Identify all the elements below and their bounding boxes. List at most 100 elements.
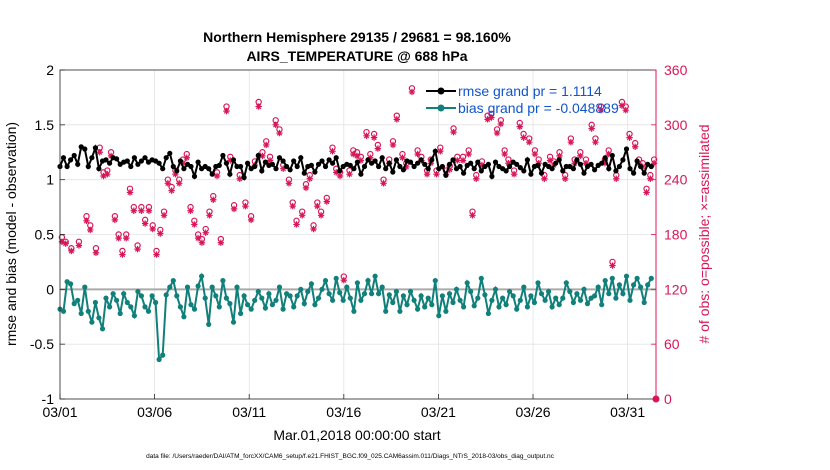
bias-data-point xyxy=(227,301,233,307)
bias-data-point xyxy=(312,302,318,308)
obs-assimilated-marker xyxy=(510,170,518,178)
bias-data-point xyxy=(78,310,84,317)
x-tick-label: 03/31 xyxy=(610,404,645,420)
obs-assimilated-marker xyxy=(609,262,616,269)
rmse-data-point xyxy=(439,163,445,170)
obs-assimilated-marker xyxy=(353,152,361,160)
obs-assimilated-marker xyxy=(123,234,130,242)
bias-data-point xyxy=(372,273,378,279)
y-right-tick-label: 300 xyxy=(664,117,688,133)
bias-data-point xyxy=(415,306,421,312)
rmse-data-point xyxy=(142,155,148,161)
obs-assimilated-marker xyxy=(592,138,599,146)
rmse-data-point xyxy=(354,159,360,165)
bias-data-point xyxy=(262,305,268,311)
bias-data-point xyxy=(468,288,474,295)
bias-data-point xyxy=(432,278,438,284)
obs-assimilated-marker xyxy=(317,212,325,219)
obs-assimilated-marker xyxy=(198,239,206,246)
bias-data-point xyxy=(68,281,74,287)
obs-assimilated-marker xyxy=(266,157,274,164)
bias-data-point xyxy=(149,293,155,299)
rmse-data-point xyxy=(333,155,339,161)
bias-data-point xyxy=(500,295,506,301)
bias-data-point xyxy=(429,302,435,308)
obs-assimilated-marker xyxy=(187,207,194,214)
obs-assimilated-marker xyxy=(323,198,330,205)
x-tick-label: 03/21 xyxy=(421,404,456,420)
y-left-tick-label: 1 xyxy=(46,172,54,188)
obs-assimilated-marker xyxy=(597,107,605,114)
rmse-data-point xyxy=(181,166,187,172)
bias-data-point xyxy=(400,293,406,299)
y-right-axis-ticks: 360 300 240 180 120 60 0 xyxy=(651,62,688,407)
obs-assimilated-marker xyxy=(83,217,90,224)
y-right-tick-label: 240 xyxy=(664,172,688,188)
obs-assimilated-marker xyxy=(567,138,575,146)
obs-assimilated-marker xyxy=(526,138,533,146)
bias-data-point xyxy=(238,310,244,317)
obs-assimilated-marker xyxy=(68,247,75,255)
bias-data-point xyxy=(294,293,300,299)
obs-assimilated-marker xyxy=(168,187,175,194)
rmse-data-point xyxy=(521,168,527,174)
rmse-data-point xyxy=(577,161,584,167)
bias-data-point xyxy=(365,278,371,284)
rmse-data-point xyxy=(468,160,474,166)
obs-assimilated-marker xyxy=(531,150,539,158)
bias-data-point xyxy=(340,297,346,303)
rmse-data-point xyxy=(634,158,640,164)
obs-assimilated-marker xyxy=(497,120,505,128)
bias-data-point xyxy=(326,291,332,297)
bias-data-point xyxy=(489,297,495,303)
obs-assimilated-marker xyxy=(134,245,141,253)
bias-data-point xyxy=(184,284,191,290)
bias-data-point xyxy=(570,299,577,306)
x-axis-ticks: 03/01 03/06 03/11 03/16 03/21 03/26 03/31 xyxy=(42,394,645,420)
rmse-data-point xyxy=(326,157,332,163)
bias-data-point xyxy=(99,326,106,332)
rmse-data-point xyxy=(89,155,95,161)
y-left-tick-label: 2 xyxy=(46,62,54,78)
rmse-data-point xyxy=(418,157,424,163)
rmse-data-point xyxy=(163,155,169,161)
bias-data-point xyxy=(199,273,205,279)
bias-data-point xyxy=(273,297,279,303)
rmse-data-point xyxy=(135,161,141,167)
bias-data-point xyxy=(436,313,442,319)
obs-assimilated-marker xyxy=(650,160,658,167)
rmse-data-point xyxy=(291,158,297,164)
rmse-data-point xyxy=(301,170,307,176)
rmse-data-point xyxy=(68,157,74,163)
bias-data-point xyxy=(330,297,336,303)
rmse-data-point xyxy=(524,157,531,163)
rmse-data-point xyxy=(209,171,215,177)
bias-data-point xyxy=(623,273,630,279)
bias-data-point xyxy=(160,352,166,358)
rmse-data-point xyxy=(308,162,314,168)
rmse-data-point xyxy=(361,163,368,170)
bias-data-point xyxy=(234,284,240,290)
bias-data-point xyxy=(531,299,538,306)
rmse-data-point xyxy=(227,171,233,177)
rmse-data-point xyxy=(85,163,91,170)
rmse-data-point xyxy=(230,157,237,163)
y-right-tick-label: 180 xyxy=(664,227,688,243)
rmse-data-point xyxy=(128,163,134,170)
rmse-data-point xyxy=(425,166,431,172)
rmse-data-point xyxy=(347,162,353,168)
obs-assimilated-marker xyxy=(446,166,453,173)
bias-data-point xyxy=(496,304,502,310)
obs-assimilated-marker xyxy=(289,202,296,210)
bias-data-point xyxy=(453,286,460,292)
obs-assimilated-marker xyxy=(437,148,444,155)
bias-data-point xyxy=(82,284,88,290)
y-right-tick-label: 360 xyxy=(664,62,688,78)
bias-data-point xyxy=(620,291,626,297)
obs-assimilated-marker xyxy=(541,175,548,182)
rmse-data-point xyxy=(485,161,491,167)
obs-assimilated-marker xyxy=(423,170,431,178)
obs-assimilated-marker xyxy=(484,116,491,123)
